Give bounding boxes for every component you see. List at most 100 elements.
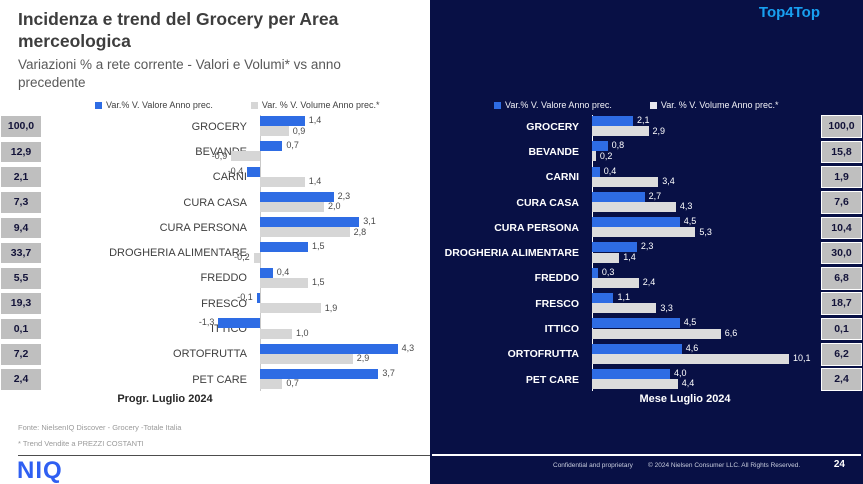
bar-value-label: 6,6 <box>724 327 738 338</box>
category-label: PET CARE <box>525 373 579 386</box>
bars-area: 2,3 2,0 <box>252 190 428 215</box>
value-bar <box>260 343 398 354</box>
value-bar <box>260 368 379 379</box>
category-row: CARNI 0,4 3,4 1,9 <box>430 165 863 190</box>
volume-bar <box>592 151 596 162</box>
bars-area: -0,1 1,9 <box>237 291 428 316</box>
bar-value-label: 4,3 <box>401 342 415 353</box>
volume-bar <box>253 252 260 263</box>
bar-value-label: 2,0 <box>328 201 341 212</box>
bars-area: 2,3 1,4 <box>585 240 821 265</box>
bar-value-label: 3,3 <box>660 302 673 313</box>
category-row: GROCERY 2,1 2,9 100,0 <box>430 114 863 139</box>
volume-bar <box>231 151 260 162</box>
bar-value-label: 1,4 <box>308 115 322 125</box>
divider-line-right <box>432 454 861 456</box>
bars-area: 4,5 5,3 <box>585 215 821 240</box>
category-label: CARNI <box>212 171 247 184</box>
volume-bar <box>260 353 353 364</box>
bars-area: 0,4 3,4 <box>585 165 821 190</box>
category-row: 5,5 FREDDO 0,4 1,5 <box>0 266 428 291</box>
bar-value-label: 0,7 <box>286 378 299 389</box>
category-label: CURA PERSONA <box>159 221 247 234</box>
bar-value-label: 1,4 <box>308 176 322 187</box>
bars-area: 0,8 0,2 <box>585 139 821 164</box>
bar-value-label: 4,5 <box>683 317 697 328</box>
bar-value-label: 0,2 <box>599 150 613 161</box>
category-row: 100,0 GROCERY 1,4 0,9 <box>0 114 428 139</box>
category-label: GROCERY <box>191 120 247 133</box>
bar-value-label: 2,9 <box>652 125 666 136</box>
incidence-box: 0,1 <box>0 317 42 341</box>
bars-area: 2,1 2,9 <box>585 114 821 139</box>
category-label: CURA CASA <box>516 196 579 209</box>
value-bar <box>260 267 273 278</box>
category-row: CURA PERSONA 4,5 5,3 10,4 <box>430 215 863 240</box>
bar-value-label: 0,4 <box>276 266 290 277</box>
legend-right: Var.% V. Valore Anno prec. Var. % V. Vol… <box>494 100 778 110</box>
value-bar <box>260 217 360 228</box>
bar-value-label: -1,3 <box>198 317 215 328</box>
incidence-box: 1,9 <box>821 165 862 189</box>
volume-bar <box>592 202 676 213</box>
category-row: 0,1 ITTICO -1,3 1,0 <box>0 316 428 341</box>
incidence-box: 19,3 <box>0 292 42 315</box>
volume-bar <box>592 353 789 364</box>
incidence-box: 2,4 <box>0 368 42 391</box>
x-axis-label-right: Mese Luglio 2024 <box>639 393 731 405</box>
incidence-box: 9,4 <box>0 216 42 240</box>
category-label: FREDDO <box>534 272 579 285</box>
volume-bar <box>260 303 321 314</box>
bar-value-label: -0,1 <box>237 292 253 303</box>
bar-value-label: 4,3 <box>679 201 693 212</box>
bar-value-label: 0,4 <box>603 165 617 176</box>
volume-bar <box>592 328 721 339</box>
bars-area: -0,4 1,4 <box>228 165 428 190</box>
category-label: BEVANDE <box>528 145 579 158</box>
value-bar <box>256 293 260 304</box>
bar-value-label: 2,4 <box>642 277 656 288</box>
progressive-chart: 100,0 GROCERY 1,4 0,9 12,9 BEVANDE 0,7 -0,9 2,1 C… <box>0 114 428 392</box>
legend-volume-label: Var. % V. Volume Anno prec.* <box>660 100 779 110</box>
category-row: 12,9 BEVANDE 0,7 -0,9 <box>0 139 428 164</box>
value-bar <box>592 318 680 329</box>
bar-value-label: 4,0 <box>674 367 687 378</box>
bars-area: 3,7 0,7 <box>252 367 428 392</box>
category-row: 7,3 CURA CASA 2,3 2,0 <box>0 190 428 215</box>
bars-area: 4,0 4,4 <box>585 367 821 392</box>
category-label: DROGHERIA ALIMENTARE <box>444 247 579 260</box>
bar-value-label: 1,5 <box>312 241 325 252</box>
x-axis-label-left: Progr. Luglio 2024 <box>117 393 213 405</box>
volume-bar <box>260 379 283 390</box>
legend-item-value: Var.% V. Valore Anno prec. <box>95 100 213 110</box>
category-row: ITTICO 4,5 6,6 0,1 <box>430 316 863 341</box>
volume-bar <box>592 176 659 187</box>
category-row: 2,1 CARNI -0,4 1,4 <box>0 165 428 190</box>
legend-item-value: Var.% V. Valore Anno prec. <box>494 100 612 110</box>
value-bar <box>260 191 334 202</box>
category-label: FREDDO <box>200 272 247 285</box>
bar-value-label: -0,9 <box>211 150 228 161</box>
value-bar <box>592 267 598 278</box>
incidence-box: 6,2 <box>821 343 862 366</box>
volume-bar <box>592 126 649 137</box>
bar-value-label: 3,1 <box>363 216 376 227</box>
bar-value-label: 2,8 <box>353 226 367 237</box>
category-label: CURA CASA <box>183 196 247 209</box>
category-row: 7,2 ORTOFRUTTA 4,3 2,9 <box>0 342 428 367</box>
volume-bar <box>260 202 324 213</box>
category-label: GROCERY <box>526 120 579 133</box>
value-bar <box>592 141 608 152</box>
incidence-box: 30,0 <box>821 241 862 265</box>
bar-value-label: 0,9 <box>292 125 306 136</box>
volume-bar <box>260 126 289 137</box>
value-bar <box>260 116 305 126</box>
legend-value-label: Var.% V. Valore Anno prec. <box>106 100 213 110</box>
value-bar <box>592 368 670 379</box>
bars-area: 1,4 0,9 <box>252 114 428 139</box>
bar-value-label: 2,9 <box>356 353 370 364</box>
value-bar <box>592 293 614 304</box>
category-label: CARNI <box>545 171 579 184</box>
page-number: 24 <box>833 459 845 470</box>
category-label: FRESCO <box>535 297 579 310</box>
